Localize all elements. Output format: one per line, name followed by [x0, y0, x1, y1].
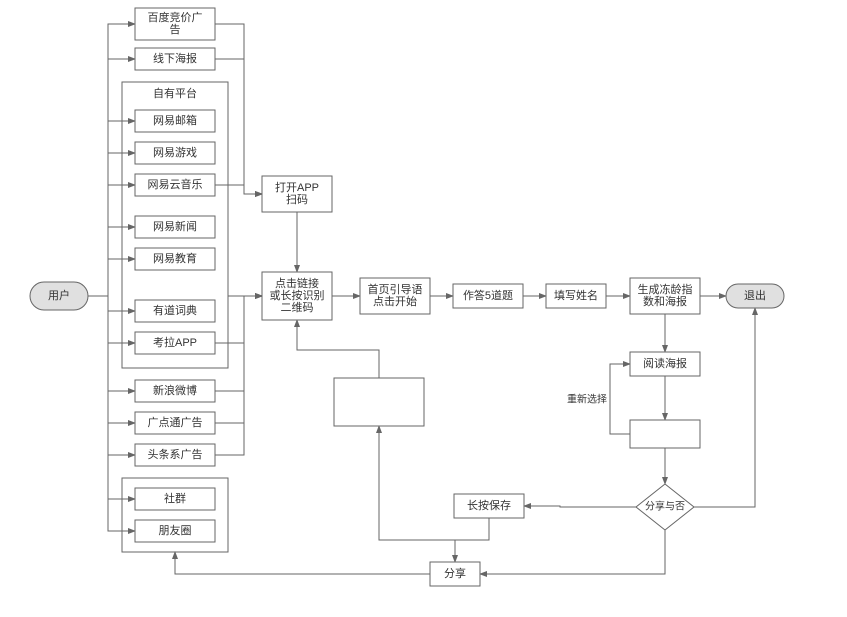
node-share: 分享 [430, 562, 480, 586]
label: 网易教育 [153, 251, 197, 265]
edge [694, 308, 755, 507]
node-reselect: 重新选择 [567, 393, 607, 406]
edge [88, 296, 135, 455]
label: 朋友圈 [159, 523, 192, 537]
edge [480, 530, 665, 574]
node-user: 用户 [30, 282, 88, 310]
node-homepage: 首页引导语点击开始 [360, 278, 430, 314]
label: 首页引导语 [368, 282, 423, 296]
node-exit: 退出 [726, 284, 784, 308]
label: 有道词典 [153, 303, 197, 317]
label: 自有平台 [153, 86, 197, 100]
edge [88, 296, 135, 499]
label: 长按保存 [467, 498, 511, 512]
label: 重新选择 [567, 393, 607, 406]
node-openapp: 打开APP扫码 [262, 176, 332, 212]
label: 百度竞价广 [148, 10, 203, 24]
node-fillname: 填写姓名 [546, 284, 606, 308]
node-kaola: 考拉APP [135, 332, 215, 354]
edge [215, 59, 262, 194]
label: 选择分享语 [638, 426, 693, 440]
label: 网易游戏 [153, 146, 197, 159]
label: 考拉APP [153, 335, 197, 349]
node-own_title: 自有平台 [153, 86, 197, 100]
edge [88, 121, 135, 296]
edge [88, 185, 135, 296]
node-moments: 朋友圈 [135, 520, 215, 542]
edge [524, 506, 636, 507]
label: 生成冻龄指 [638, 282, 693, 296]
edge [215, 296, 262, 423]
node-readposter: 阅读海报 [630, 352, 700, 376]
label: 退出 [744, 288, 766, 302]
edge [88, 296, 135, 343]
label: 社群 [164, 491, 186, 505]
node-news: 网易新闻 [135, 216, 215, 238]
label: 网易邮箱 [153, 113, 197, 127]
node-shequn: 社群 [135, 488, 215, 510]
label: 线下海报 [153, 51, 197, 65]
edge [215, 296, 262, 343]
node-edu: 网易教育 [135, 248, 215, 270]
edge [88, 296, 135, 423]
label: 新浪微博 [153, 383, 197, 397]
edge [175, 552, 430, 574]
node-game: 网易游戏 [135, 142, 215, 164]
label: 网易新闻 [153, 219, 197, 233]
label: 专家养生视频 [346, 394, 412, 408]
edge [379, 426, 455, 562]
edge [88, 296, 135, 311]
node-baidu: 百度竞价广告 [135, 8, 215, 40]
label: 点击链接 [275, 276, 319, 290]
label: 用户 [48, 288, 70, 302]
node-sharedec: 分享与否 [636, 484, 694, 530]
edge [215, 296, 262, 455]
label: 打开APP [275, 180, 319, 194]
edge [88, 153, 135, 296]
edge [88, 227, 135, 296]
label: 头条系广告 [148, 447, 203, 461]
node-weibo: 新浪微博 [135, 380, 215, 402]
label: 扫码 [286, 193, 308, 206]
node-clicklink: 点击链接或长按识别二维码 [262, 272, 332, 320]
edge [455, 518, 489, 562]
label: 获得冻龄秘籍 [346, 382, 412, 396]
node-reward: 获得冻龄秘籍专家养生视频美妆护肤折扣券 [334, 378, 424, 426]
node-offline: 线下海报 [135, 48, 215, 70]
label: 数和海报 [643, 294, 687, 308]
edge [215, 185, 262, 194]
label: 分享 [444, 566, 466, 580]
label: 作答5道题 [463, 288, 513, 302]
flowchart-canvas: 用户 百度竞价广告线下海报自有平台网易邮箱网易游戏网易云音乐网易新闻网易教育有道词… [0, 0, 847, 617]
label: 阅读海报 [643, 356, 687, 370]
node-music: 网易云音乐 [135, 174, 215, 196]
label: 告 [170, 23, 181, 36]
edge [297, 320, 379, 378]
edge [88, 24, 135, 296]
edge [215, 24, 262, 194]
node-gdt: 广点通广告 [135, 412, 215, 434]
label: 填写姓名 [554, 288, 598, 302]
edge [88, 296, 135, 531]
edge [610, 364, 630, 434]
label: 二维码 [281, 301, 314, 314]
node-youdao: 有道词典 [135, 300, 215, 322]
label: 网易云音乐 [148, 177, 203, 191]
node-answer: 作答5道题 [453, 284, 523, 308]
node-generate: 生成冻龄指数和海报 [630, 278, 700, 314]
label: 或长按识别 [270, 288, 325, 302]
label: 点击开始 [373, 294, 417, 308]
node-chooseshare: 选择分享语 [630, 420, 700, 448]
node-longpress: 长按保存 [454, 494, 524, 518]
node-toutiao: 头条系广告 [135, 444, 215, 466]
edge [88, 259, 135, 296]
node-mail: 网易邮箱 [135, 110, 215, 132]
label: 美妆护肤折扣券 [341, 406, 419, 420]
edge [88, 59, 135, 296]
label: 广点通广告 [148, 416, 203, 429]
label: 分享与否 [645, 500, 685, 513]
